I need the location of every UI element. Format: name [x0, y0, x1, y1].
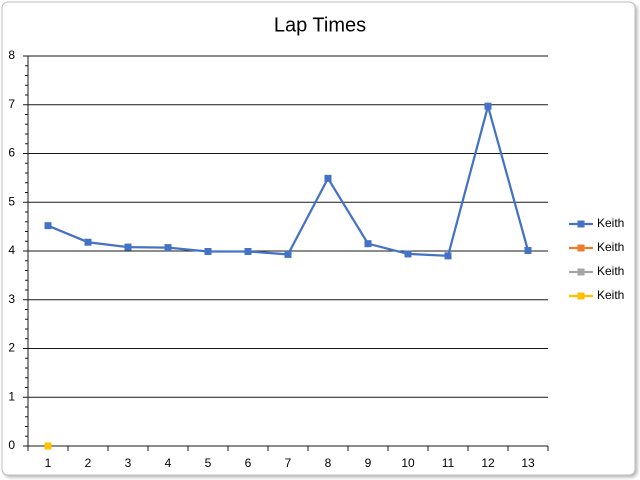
- y-tick-label: 3: [8, 292, 15, 306]
- legend-marker: [577, 220, 585, 228]
- x-tick-label: 1: [45, 456, 52, 470]
- x-tick-label: 13: [521, 456, 535, 470]
- x-tick-label: 8: [325, 456, 332, 470]
- y-tick-label: 2: [8, 341, 15, 355]
- legend-label: Keith: [597, 288, 624, 302]
- legend-label: Keith: [597, 264, 624, 278]
- data-point: [524, 247, 532, 255]
- y-tick-label: 4: [8, 243, 15, 257]
- x-tick-label: 11: [442, 456, 455, 470]
- data-point: [444, 252, 452, 260]
- data-point: [164, 244, 172, 252]
- x-tick-label: 4: [165, 456, 172, 470]
- data-point: [124, 243, 132, 251]
- y-tick-label: 1: [8, 389, 15, 403]
- x-tick-label: 2: [85, 456, 92, 470]
- x-tick-label: 9: [365, 456, 372, 470]
- x-tick-label: 3: [125, 456, 132, 470]
- legend-label: Keith: [597, 216, 624, 230]
- legend-marker: [577, 244, 585, 252]
- data-point: [244, 247, 252, 255]
- data-point: [84, 238, 92, 246]
- data-point: [284, 250, 292, 258]
- y-tick-label: 0: [8, 438, 15, 452]
- y-tick-label: 7: [8, 97, 15, 111]
- data-point: [44, 442, 52, 450]
- legend-marker: [577, 292, 585, 300]
- data-point: [484, 102, 492, 110]
- x-tick-label: 10: [401, 456, 415, 470]
- data-point: [404, 250, 412, 258]
- y-tick-label: 5: [8, 194, 15, 208]
- chart-title: Lap Times: [274, 14, 366, 36]
- x-tick-label: 7: [285, 456, 292, 470]
- x-tick-label: 12: [481, 456, 495, 470]
- legend-label: Keith: [597, 240, 624, 254]
- data-point: [204, 247, 212, 255]
- legend-marker: [577, 268, 585, 276]
- data-point: [364, 240, 372, 248]
- x-tick-label: 6: [245, 456, 252, 470]
- x-tick-label: 5: [205, 456, 212, 470]
- y-tick-label: 6: [8, 146, 15, 160]
- y-tick-label: 8: [8, 48, 15, 62]
- data-point: [324, 174, 332, 182]
- data-point: [44, 222, 52, 230]
